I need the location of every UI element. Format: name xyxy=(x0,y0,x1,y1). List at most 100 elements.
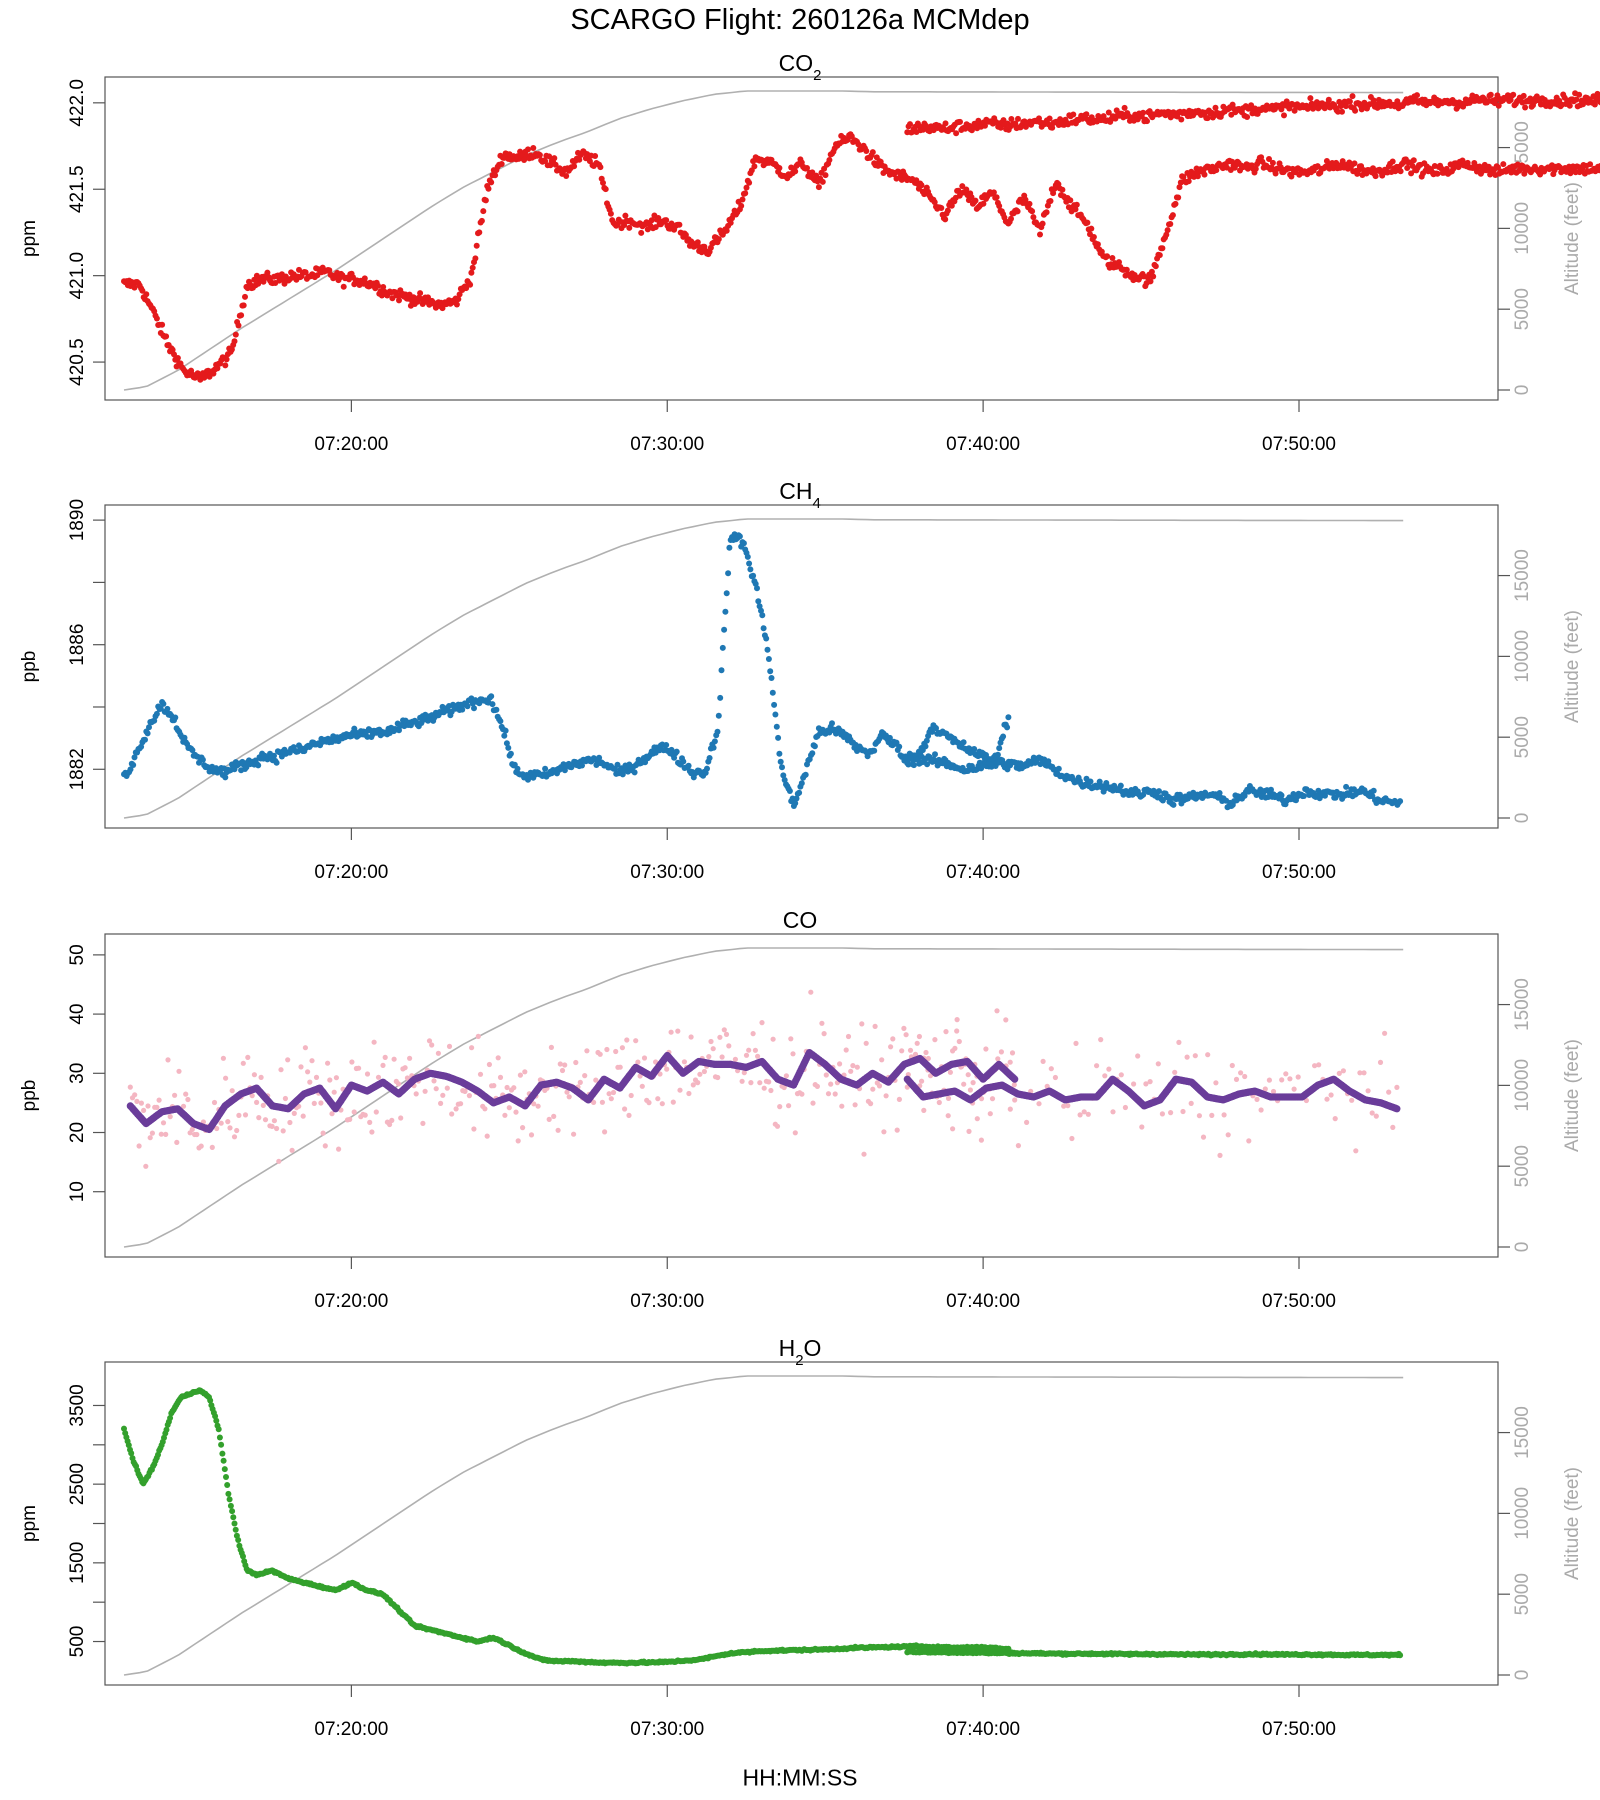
ch4-point xyxy=(464,703,471,710)
co-raw-point xyxy=(471,1126,477,1132)
ch4-point xyxy=(142,736,148,743)
co-raw-point xyxy=(710,1046,716,1052)
co-raw-point xyxy=(1098,1037,1104,1043)
altitude-tick-label: 5000 xyxy=(1512,716,1533,758)
co-raw-point xyxy=(839,1103,845,1109)
co-raw-point xyxy=(174,1139,180,1145)
altitude-tick-label: 0 xyxy=(1512,813,1533,824)
co2-point xyxy=(942,120,949,127)
ch4-point xyxy=(922,743,929,750)
ch4-point xyxy=(777,758,784,765)
co-raw-point xyxy=(766,1079,772,1085)
altitude-tick-label: 15000 xyxy=(1512,121,1533,174)
co2-point xyxy=(1172,200,1179,207)
co-raw-point xyxy=(1106,1066,1112,1072)
ch4-point xyxy=(542,765,549,772)
co2-point xyxy=(485,185,492,192)
co-raw-point xyxy=(231,1134,238,1140)
h2o-point xyxy=(223,1474,229,1480)
ch4-point xyxy=(127,766,134,773)
co-raw-point xyxy=(998,1049,1005,1055)
co2-point xyxy=(739,196,746,203)
co-raw-point xyxy=(695,1080,701,1086)
h2o-point xyxy=(226,1496,233,1503)
co-raw-point xyxy=(739,1078,745,1084)
co-raw-point xyxy=(843,1047,849,1053)
panel-title: CO xyxy=(783,907,818,933)
x-tick-label: 07:40:00 xyxy=(946,1719,1020,1740)
ch4-point xyxy=(717,694,724,701)
co2-point xyxy=(530,145,537,151)
co2-point xyxy=(1008,116,1015,122)
co2-point xyxy=(819,178,826,185)
co-raw-point xyxy=(967,1087,974,1093)
co-raw-point xyxy=(743,1052,750,1058)
ch4-point xyxy=(871,747,878,754)
co2-point xyxy=(1213,167,1220,174)
co-raw-point xyxy=(429,1042,435,1048)
co2-point xyxy=(1116,259,1122,266)
y-tick-label: 2500 xyxy=(67,1463,88,1505)
co-raw-point xyxy=(1077,1112,1083,1118)
panel-title-suffix: O xyxy=(804,1335,822,1361)
y-tick-label: 421.0 xyxy=(67,252,88,300)
co-raw-point xyxy=(706,1054,712,1060)
co2-point xyxy=(1204,115,1211,122)
altitude-line xyxy=(123,90,1404,391)
co-raw-point xyxy=(136,1143,142,1149)
co-raw-point xyxy=(888,1044,894,1050)
ch4-point xyxy=(1156,788,1162,795)
co-raw-point xyxy=(1118,1072,1124,1078)
co-raw-point xyxy=(602,1129,608,1135)
co2-point xyxy=(1094,241,1101,248)
co-raw-point xyxy=(322,1143,328,1149)
co-raw-point xyxy=(688,1034,694,1040)
panel-title-main: CO xyxy=(783,907,818,933)
co2-point xyxy=(1047,198,1054,204)
co-raw-point xyxy=(966,1128,972,1134)
y-tick-label: 10 xyxy=(67,1181,88,1202)
co2-point xyxy=(1258,154,1265,161)
co2-point xyxy=(715,236,722,243)
co2-point xyxy=(1522,104,1529,111)
ch4-point xyxy=(765,656,772,662)
altitude-tick-label: 15000 xyxy=(1512,1406,1533,1459)
co-raw-point xyxy=(351,1109,357,1115)
co2-point xyxy=(223,356,230,363)
co-raw-point xyxy=(686,1090,692,1097)
co-raw-point xyxy=(276,1158,282,1164)
ch4-point xyxy=(721,626,728,633)
co2-point xyxy=(855,141,862,148)
co-raw-point xyxy=(433,1086,439,1092)
co2-point xyxy=(1414,92,1420,99)
ch4-point xyxy=(222,774,229,781)
x-tick-label: 07:20:00 xyxy=(314,862,388,883)
h2o-point xyxy=(231,1520,238,1527)
co2-point xyxy=(231,338,238,345)
co-raw-point xyxy=(535,1103,541,1109)
co-raw-point xyxy=(965,1072,971,1078)
co2-point xyxy=(159,321,166,328)
h2o-point xyxy=(227,1502,234,1509)
ch4-point xyxy=(775,734,782,741)
co-raw-point xyxy=(870,1086,876,1092)
co2-point xyxy=(551,155,558,162)
co2-point xyxy=(1288,173,1295,180)
ch4-point xyxy=(755,598,762,605)
co2-point xyxy=(1123,266,1130,273)
co-raw-point xyxy=(828,1081,834,1087)
co2-point xyxy=(1397,168,1404,175)
co-raw-point xyxy=(223,1075,229,1081)
co-raw-point xyxy=(1361,1070,1367,1076)
co-raw-point xyxy=(613,1048,619,1055)
ch4-point xyxy=(811,743,818,750)
ch4-point xyxy=(157,705,164,712)
ch4-point xyxy=(829,720,835,727)
co2-point xyxy=(918,182,925,189)
co2-point xyxy=(169,346,176,353)
co2-point xyxy=(476,229,483,236)
co-raw-point xyxy=(708,1038,714,1045)
ch4-point xyxy=(760,625,767,632)
co-raw-point xyxy=(240,1060,246,1066)
co2-point xyxy=(1156,252,1163,259)
